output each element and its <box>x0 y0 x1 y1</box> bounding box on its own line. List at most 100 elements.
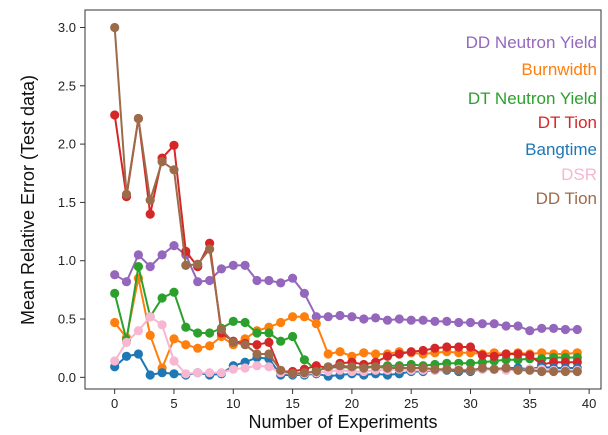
series-layer <box>110 22 582 381</box>
data-point-dt-tion <box>382 351 393 361</box>
data-point-dd-tion <box>371 362 381 372</box>
data-point-dd-neutron-yield <box>465 317 476 328</box>
data-point-dsr <box>157 320 167 330</box>
data-point-dd-tion <box>216 324 226 335</box>
data-point-dsr <box>121 337 132 347</box>
data-point-burnwidth <box>311 319 321 329</box>
data-point-dd-tion <box>359 363 369 373</box>
data-point-dd-neutron-yield <box>121 277 132 287</box>
data-point-dd-neutron-yield <box>193 277 203 287</box>
data-point-dd-tion <box>299 368 309 378</box>
series-dd-neutron-yield <box>110 241 582 336</box>
data-point-dd-tion <box>549 366 559 377</box>
data-point-dd-neutron-yield <box>549 323 559 333</box>
data-point-dd-neutron-yield <box>525 326 535 336</box>
data-point-dt-tion <box>465 342 476 352</box>
data-point-dt-neutron-yield <box>181 322 191 332</box>
data-point-dd-tion <box>193 259 203 269</box>
data-point-dd-neutron-yield <box>394 314 404 324</box>
data-point-burnwidth <box>288 312 298 322</box>
data-point-dd-neutron-yield <box>299 288 309 298</box>
data-point-dd-neutron-yield <box>157 250 167 260</box>
data-point-dsr <box>228 364 238 374</box>
data-point-dd-tion <box>430 364 440 374</box>
data-point-dt-tion <box>406 347 416 357</box>
data-point-dt-neutron-yield <box>110 288 120 298</box>
data-point-dd-neutron-yield <box>537 323 547 333</box>
data-point-dsr <box>264 362 274 372</box>
y-tick-label: 2.5 <box>58 78 76 93</box>
data-point-dd-tion <box>347 362 357 372</box>
data-point-dd-neutron-yield <box>442 316 452 326</box>
data-point-dd-neutron-yield <box>513 321 523 331</box>
data-point-dd-neutron-yield <box>145 262 155 272</box>
data-point-dsr <box>145 312 155 322</box>
data-point-dd-tion <box>560 366 571 377</box>
data-point-dt-tion <box>418 345 428 356</box>
data-point-dd-neutron-yield <box>560 324 571 335</box>
data-point-dt-neutron-yield <box>288 331 298 342</box>
data-point-dd-tion <box>169 165 179 175</box>
data-point-dd-neutron-yield <box>252 275 262 286</box>
y-tick-label: 1.5 <box>58 195 76 210</box>
data-point-dd-neutron-yield <box>311 312 321 322</box>
x-tick-label: 15 <box>285 396 299 411</box>
series-dt-tion <box>110 110 582 377</box>
data-point-dd-neutron-yield <box>572 324 582 335</box>
y-tick-label: 0.0 <box>58 370 76 385</box>
legend-entry-dt-neutron-yield: DT Neutron Yield <box>468 89 597 108</box>
x-tick-label: 30 <box>463 396 477 411</box>
series-dd-tion <box>110 22 582 379</box>
data-point-dd-neutron-yield <box>489 319 499 329</box>
data-point-burnwidth <box>276 317 286 328</box>
data-point-dt-neutron-yield <box>157 293 167 303</box>
data-point-dt-neutron-yield <box>169 287 179 297</box>
data-point-dd-tion <box>513 365 523 375</box>
legend-entry-dsr: DSR <box>561 165 597 184</box>
data-point-dd-tion <box>288 369 298 379</box>
y-tick-label: 2.0 <box>58 137 76 152</box>
data-point-dd-tion <box>382 363 393 373</box>
series-line-dsr <box>113 315 578 375</box>
data-point-dt-neutron-yield <box>193 328 203 338</box>
data-point-dt-tion <box>252 340 262 350</box>
data-point-dd-neutron-yield <box>477 319 487 329</box>
legend-entry-bangtime: Bangtime <box>525 140 597 159</box>
series-line-dt-neutron-yield <box>113 265 578 372</box>
data-point-dt-tion <box>489 351 499 361</box>
data-point-burnwidth <box>205 341 215 351</box>
data-point-bangtime <box>121 351 132 361</box>
data-point-dd-tion <box>394 363 404 373</box>
data-point-dd-tion <box>406 363 416 373</box>
y-axis-label: Mean Relative Error (Test data) <box>18 75 38 325</box>
data-point-dsr <box>110 356 120 366</box>
y-tick-label: 1.0 <box>58 253 76 268</box>
data-point-dt-tion <box>513 349 523 359</box>
data-point-dd-neutron-yield <box>240 260 250 270</box>
data-point-burnwidth <box>181 340 191 350</box>
data-point-dsr <box>252 361 262 371</box>
data-point-bangtime <box>133 349 143 359</box>
data-point-dd-neutron-yield <box>430 316 440 326</box>
data-point-dt-tion <box>181 246 191 256</box>
data-point-burnwidth <box>193 343 203 353</box>
data-point-dd-tion <box>240 340 250 350</box>
data-point-dt-tion <box>442 342 452 352</box>
x-tick-label: 40 <box>582 396 596 411</box>
series-dt-neutron-yield <box>110 262 582 375</box>
data-point-dd-neutron-yield <box>382 315 393 325</box>
data-point-burnwidth <box>145 330 155 340</box>
data-point-dt-neutron-yield <box>252 328 262 338</box>
data-point-dd-tion <box>572 366 582 377</box>
data-point-dd-tion <box>537 366 547 377</box>
data-point-dd-neutron-yield <box>501 321 511 331</box>
x-axis: 0 5 10 15 20 25 30 35 40 <box>111 389 596 411</box>
y-axis: 0.0 0.5 1.0 1.5 2.0 2.5 3.0 <box>58 20 85 385</box>
data-point-dd-neutron-yield <box>216 264 226 274</box>
data-point-dd-tion <box>501 363 511 373</box>
x-tick-label: 5 <box>170 396 177 411</box>
data-point-dd-tion <box>418 363 428 373</box>
data-point-dt-tion <box>501 349 511 359</box>
data-point-dd-neutron-yield <box>347 312 357 322</box>
